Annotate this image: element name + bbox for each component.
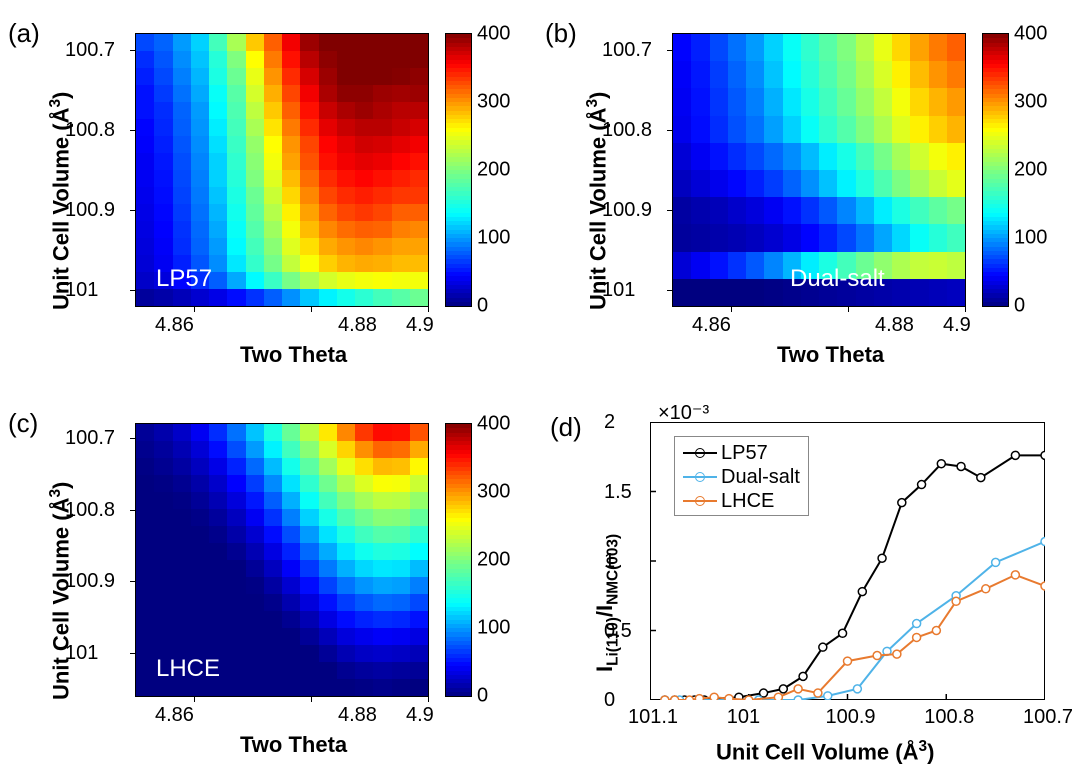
xlabel-d: Unit Cell Volume (Å3) (716, 738, 934, 765)
colorbar-tick: 100 (471, 227, 510, 250)
panel-label-a: (a) (8, 18, 40, 49)
ytick-b: 100.7 (602, 39, 652, 62)
xtick-d: 100.8 (924, 706, 974, 729)
xtick-a: 4.9 (406, 314, 434, 337)
xtick-d: 101 (727, 706, 760, 729)
legend-label: LHCE (721, 489, 774, 513)
overlay-b: Dual-salt (790, 265, 885, 293)
xtick-b: 4.88 (875, 314, 914, 337)
legend-label: LP57 (721, 441, 768, 465)
colorbar-tick: 300 (471, 481, 510, 504)
ytick-b: 100.9 (602, 199, 652, 222)
legend-d: LP57Dual-saltLHCE (674, 436, 809, 516)
ytick-a: 100.9 (65, 199, 115, 222)
colorbar-tick: 400 (471, 413, 510, 436)
ytick-b: 101 (602, 279, 635, 302)
xtick-b: 4.86 (692, 314, 731, 337)
ytick-a: 100.8 (65, 119, 115, 142)
colorbar-tick: 300 (1008, 91, 1047, 114)
panel-label-c: (c) (8, 408, 38, 439)
ytick-d: 1.5 (604, 481, 632, 504)
xtick-a: 4.88 (338, 314, 377, 337)
colorbar-tick: 400 (1008, 23, 1047, 46)
ytick-a: 100.7 (65, 39, 115, 62)
colorbar-tick: 0 (1008, 295, 1025, 318)
colorbar-tick: 0 (471, 295, 488, 318)
xtick-c: 4.88 (338, 704, 377, 727)
legend-label: Dual-salt (721, 465, 800, 489)
y-exponent-d: ×10⁻³ (658, 400, 709, 425)
xtick-d: 100.7 (1023, 706, 1073, 729)
ytick-b: 100.8 (602, 119, 652, 142)
colorbar-tick: 400 (471, 23, 510, 46)
colorbar-tick: 200 (471, 159, 510, 182)
xlabel-c: Two Theta (240, 732, 347, 758)
overlay-a: LP57 (156, 265, 212, 293)
xlabel-b: Two Theta (777, 342, 884, 368)
colorbar-tick: 200 (1008, 159, 1047, 182)
xtick-b: 4.9 (943, 314, 971, 337)
colorbar-tick: 200 (471, 549, 510, 572)
xtick-d: 101.1 (628, 706, 678, 729)
ytick-d: 0 (604, 689, 615, 712)
ytick-c: 101 (65, 642, 98, 665)
ytick-c: 100.7 (65, 427, 115, 450)
ylabel-d: ILi(110)/INMC(003) (592, 534, 622, 672)
ytick-a: 101 (65, 279, 98, 302)
colorbar-tick: 100 (471, 617, 510, 640)
xtick-c: 4.86 (155, 704, 194, 727)
overlay-c: LHCE (156, 655, 220, 683)
xtick-d: 100.9 (826, 706, 876, 729)
panel-label-b: (b) (545, 18, 577, 49)
ytick-d: 2 (604, 411, 615, 434)
panel-label-d: (d) (550, 412, 582, 443)
colorbar-b: 0100200300400 (983, 34, 1008, 306)
xtick-a: 4.86 (155, 314, 194, 337)
colorbar-tick: 0 (471, 685, 488, 708)
colorbar-tick: 100 (1008, 227, 1047, 250)
colorbar-tick: 300 (471, 91, 510, 114)
legend-swatch (683, 500, 717, 502)
colorbar-a: 0100200300400 (446, 34, 471, 306)
xlabel-a: Two Theta (240, 342, 347, 368)
legend-swatch (683, 476, 717, 478)
colorbar-c: 0100200300400 (446, 424, 471, 696)
figure-root: (a)Unit Cell Volume (Å3)LP57010020030040… (0, 0, 1080, 783)
ytick-c: 100.8 (65, 499, 115, 522)
ytick-c: 100.9 (65, 570, 115, 593)
xtick-c: 4.9 (406, 704, 434, 727)
legend-swatch (683, 452, 717, 454)
